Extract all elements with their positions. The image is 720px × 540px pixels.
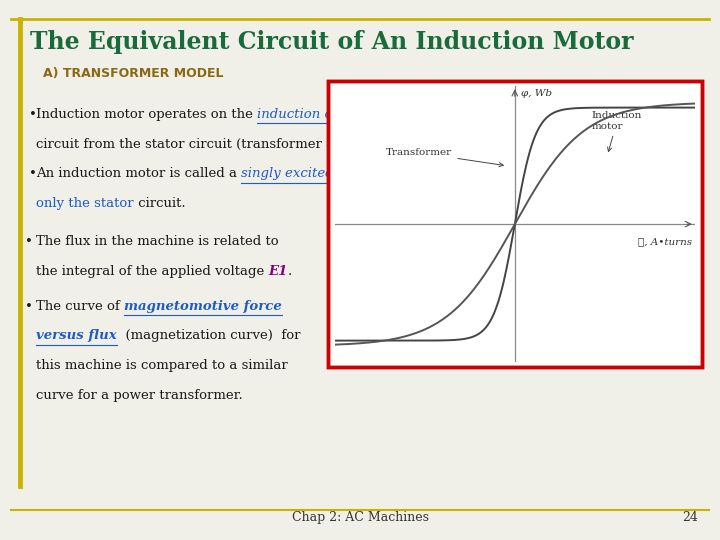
Text: Induction
motor: Induction motor [592,111,642,152]
Text: induction of voltage: induction of voltage [257,108,391,121]
Text: Transformer: Transformer [386,148,503,167]
Text: in its rotor: in its rotor [475,108,550,121]
Text: The flux in the machine is related to: The flux in the machine is related to [36,235,279,248]
Bar [328,81,702,367]
Text: φ, Wb: φ, Wb [521,89,552,98]
Text: 24: 24 [683,511,698,524]
Text: •: • [25,235,33,248]
Text: .: . [288,265,292,278]
Text: The Equivalent Circuit of An Induction Motor: The Equivalent Circuit of An Induction M… [30,30,634,53]
Text: versus flux: versus flux [36,329,117,342]
Text: An induction motor is called a: An induction motor is called a [36,167,241,180]
Text: this machine is compared to a similar: this machine is compared to a similar [36,359,288,372]
Text: A) TRANSFORMER MODEL: A) TRANSFORMER MODEL [43,68,224,80]
Text: only the stator: only the stator [36,197,134,210]
Text: current: current [425,108,475,121]
Text: circuit.: circuit. [134,197,185,210]
Text: singly excited: singly excited [241,167,334,180]
Text: •: • [29,108,37,121]
Text: E1: E1 [269,265,288,278]
Text: ℟, A•turns: ℟, A•turns [638,237,692,246]
Text: machine, since power is: machine, since power is [334,167,503,180]
Text: The curve of: The curve of [36,300,124,313]
Text: Chap 2: AC Machines: Chap 2: AC Machines [292,511,428,524]
Text: •: • [29,167,37,180]
Text: the integral of the applied voltage: the integral of the applied voltage [36,265,269,278]
Text: (magnetization curve)  for: (magnetization curve) for [117,329,300,342]
Text: curve for a power transformer.: curve for a power transformer. [36,389,243,402]
FancyBboxPatch shape [328,81,702,367]
Text: circuit from the stator circuit (transformer action).: circuit from the stator circuit (transfo… [36,138,377,151]
Text: Induction motor operates on the: Induction motor operates on the [36,108,257,121]
Text: supply to: supply to [503,167,564,180]
Text: and: and [391,108,425,121]
Text: •: • [25,300,33,313]
Text: magnetomotive force: magnetomotive force [124,300,282,313]
